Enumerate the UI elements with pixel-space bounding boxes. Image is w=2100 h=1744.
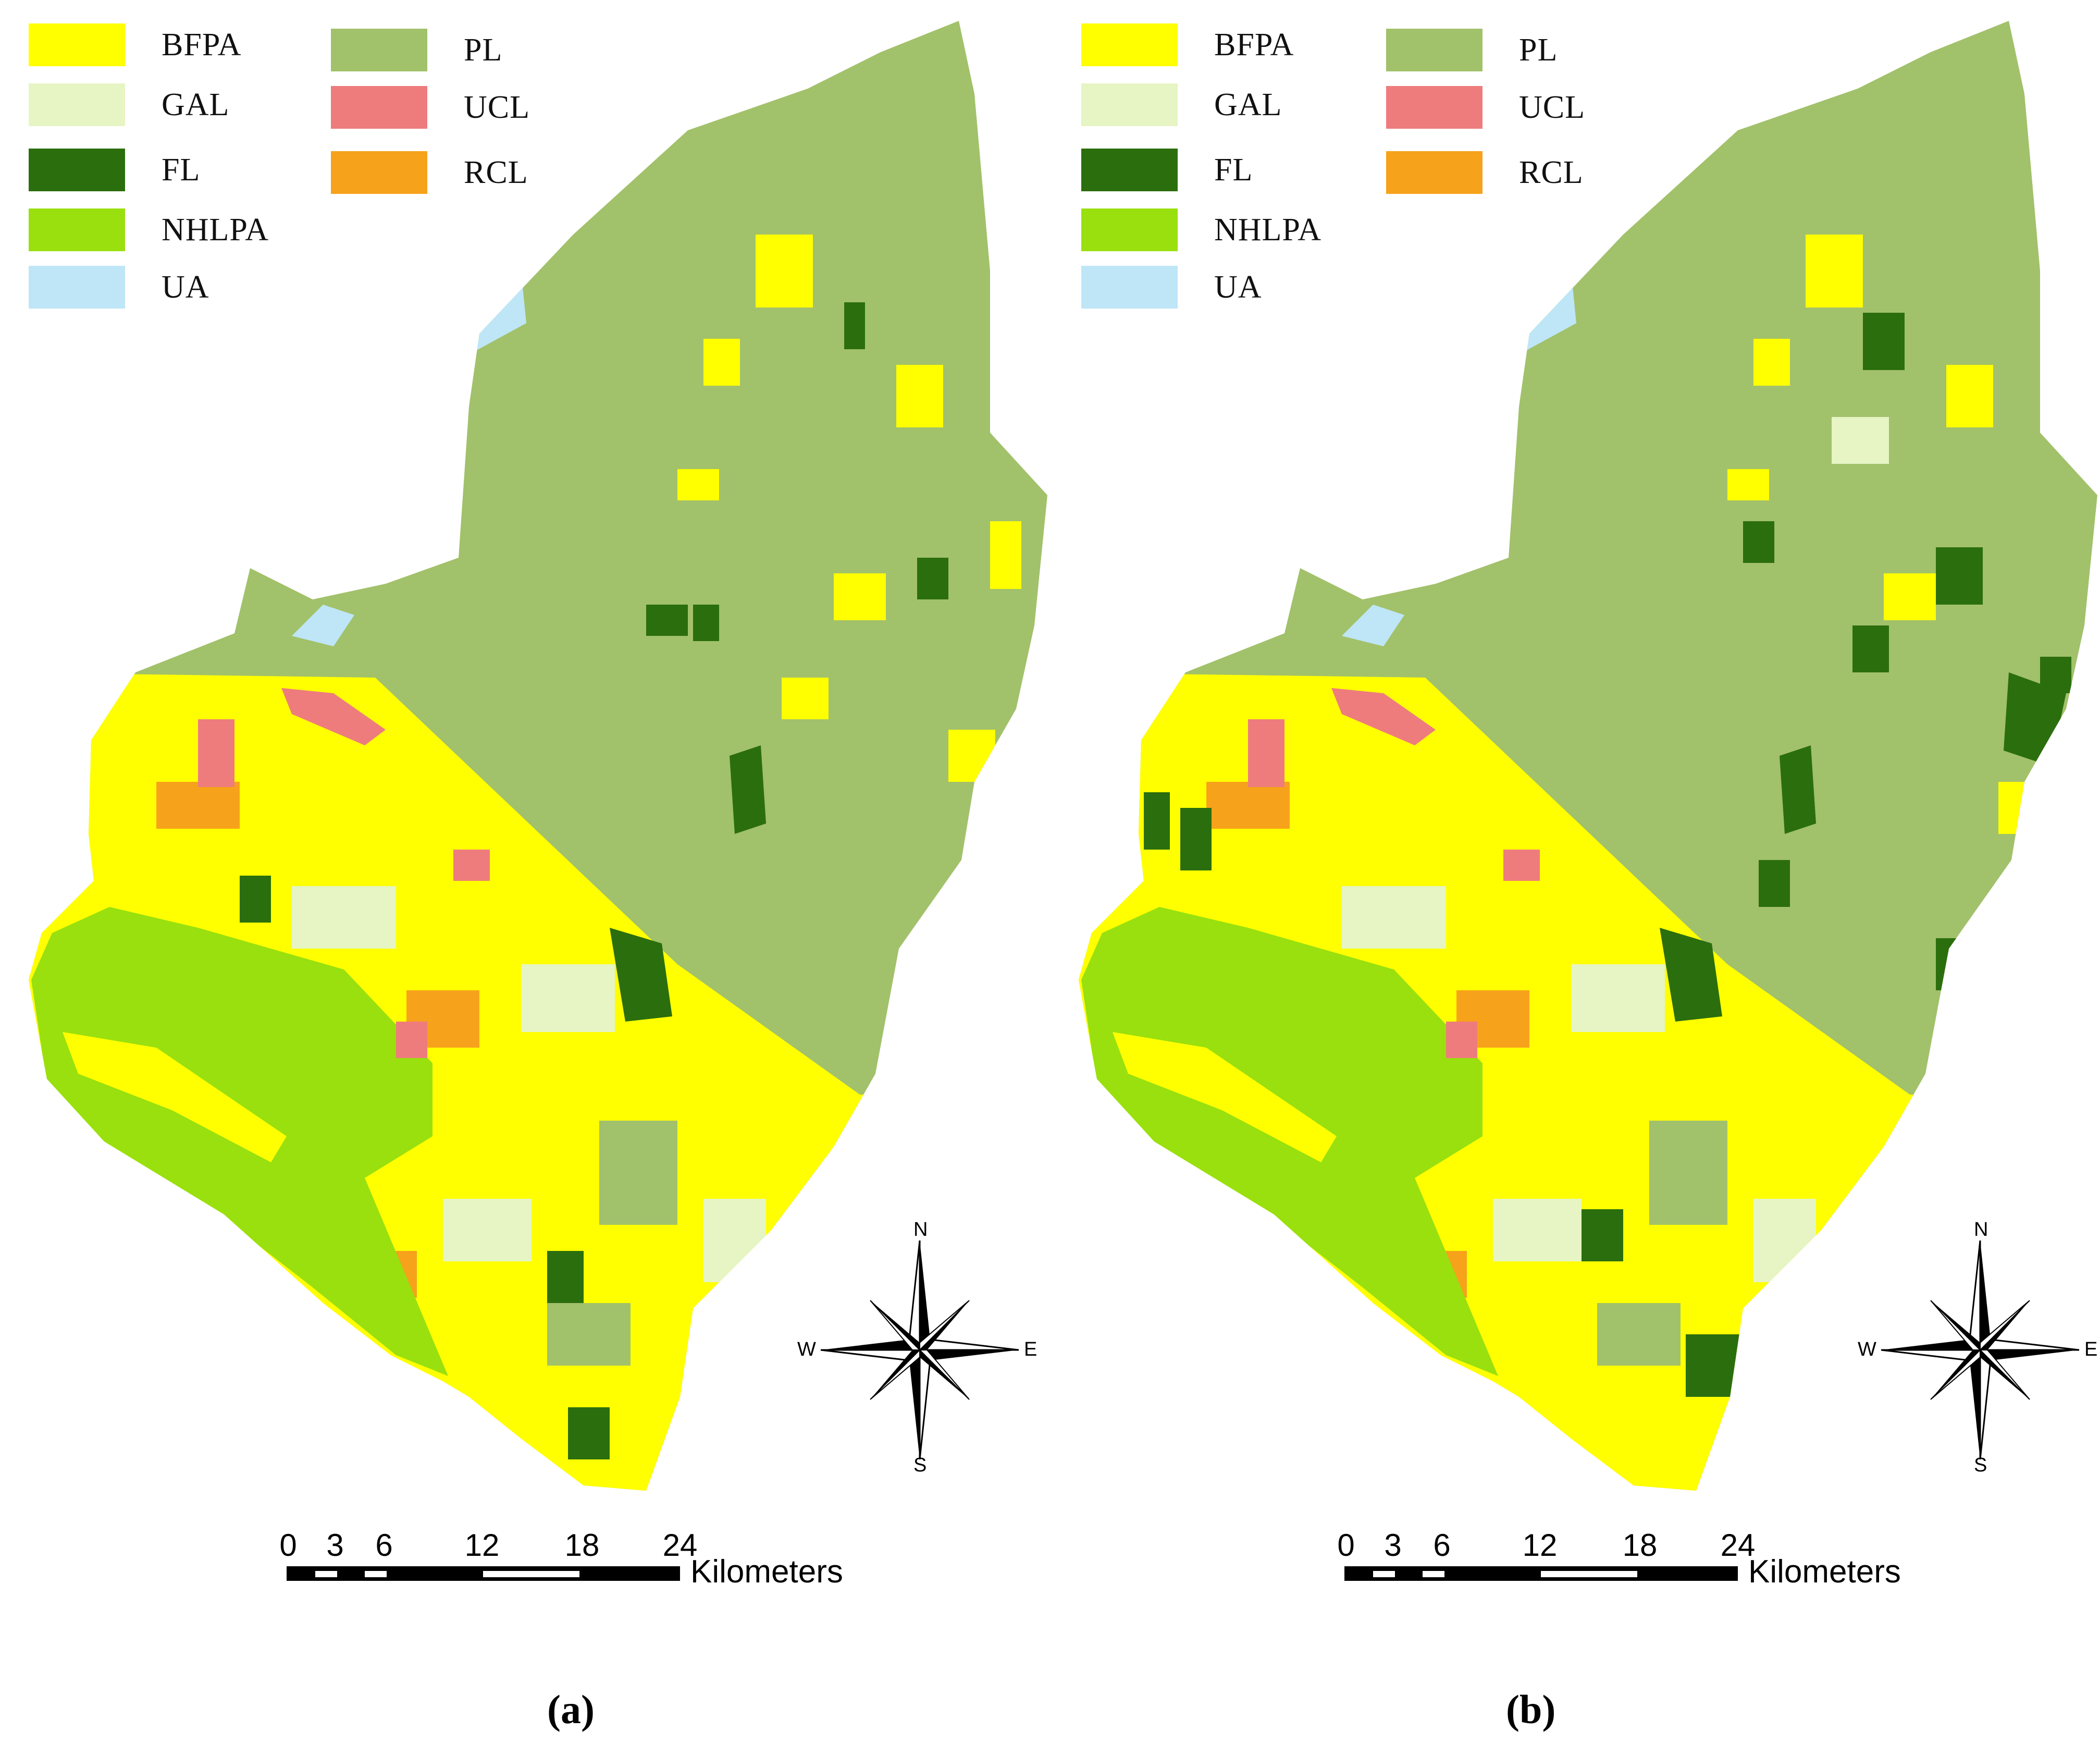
compass-north-label: N [913,1219,928,1241]
legend-label: FL [1214,152,1253,188]
scale-tick-label: 3 [326,1528,344,1563]
legend-swatch [29,23,125,66]
scale-bar-graphic [1344,1566,1738,1581]
legend-label: FL [162,152,201,188]
legend-label: GAL [1214,87,1282,122]
scale-tick-label: 0 [279,1528,297,1563]
scale-tick-label: 0 [1337,1528,1355,1563]
scale-segment [315,1571,337,1577]
legend-swatch [1081,266,1178,309]
legend-label: PL [1519,32,1558,68]
scale-segment [1373,1571,1395,1577]
legend-swatch [29,149,125,191]
scale-bar: 0 3 6 12 18 24 Kilometers [279,1527,907,1631]
legend-label: BFPA [162,27,242,63]
scale-segment [1541,1571,1637,1577]
scale-segment [1423,1571,1444,1577]
compass-east-label: E [1024,1338,1037,1360]
scale-segment [365,1571,387,1577]
compass-north-label: N [1974,1219,1988,1241]
map-panel-a: BFPA GAL FL NHLPA UA PL UCL RCL [29,21,1047,1732]
scale-tick-label: 3 [1384,1528,1402,1563]
legend-label: PL [464,32,503,68]
legend-swatch [29,208,125,251]
land-use-map-b [1079,21,2097,1491]
scale-bar-graphic [287,1566,680,1581]
legend-swatch [331,29,427,71]
legend-label: RCL [1519,155,1584,190]
north-arrow-compass: N S W E [1858,1219,2100,1476]
scale-tick-label: 6 [1433,1528,1451,1563]
panel-label-b: (b) [1506,1687,1556,1732]
legend-swatch [1386,29,1483,71]
legend-label: NHLPA [1214,212,1321,248]
compass-south-label: S [913,1454,927,1476]
scale-tick-label: 12 [464,1528,500,1563]
legend-label: NHLPA [162,212,269,248]
north-arrow-compass: N S W E [797,1219,1047,1476]
legend-label: UA [162,269,209,305]
compass-rose-icon [820,1240,1019,1460]
legend-swatch [1081,23,1178,66]
scale-segment [483,1571,579,1577]
scale-tick-label: 18 [564,1528,600,1563]
scale-unit-label: Kilometers [690,1554,843,1590]
legend-swatch [29,83,125,126]
scale-tick-label: 18 [1622,1528,1658,1563]
compass-rose-icon [1881,1240,2080,1460]
legend-swatch [1081,83,1178,126]
legend-swatch [1386,151,1483,194]
scale-tick-label: 12 [1522,1528,1558,1563]
compass-south-label: S [1974,1454,1987,1476]
legend-label: RCL [464,155,528,190]
land-use-map-a [29,21,1047,1491]
legend-swatch [331,151,427,194]
scale-unit-label: Kilometers [1748,1554,1901,1590]
scale-tick-label: 24 [662,1528,698,1563]
scale-tick-label: 24 [1720,1528,1756,1563]
compass-west-label: W [797,1338,816,1360]
legend-label: BFPA [1214,27,1294,63]
legend-swatch [1081,149,1178,191]
legend-label: GAL [162,87,230,122]
compass-east-label: E [2084,1338,2098,1360]
map-panel-b: BFPA GAL FL NHLPA UA PL UCL RCL [1050,0,2100,1744]
legend-swatch [331,86,427,129]
legend-swatch [29,266,125,309]
scale-tick-label: 6 [375,1528,393,1563]
panel-label-a: (a) [547,1687,595,1732]
legend-label: UA [1214,269,1262,305]
legend-label: UCL [1519,90,1585,125]
legend-label: UCL [464,90,530,125]
legend-swatch [1386,86,1483,129]
compass-west-label: W [1858,1338,1876,1360]
scale-bar: 0 3 6 12 18 24 Kilometers [1337,1527,1965,1631]
legend-swatch [1081,208,1178,251]
